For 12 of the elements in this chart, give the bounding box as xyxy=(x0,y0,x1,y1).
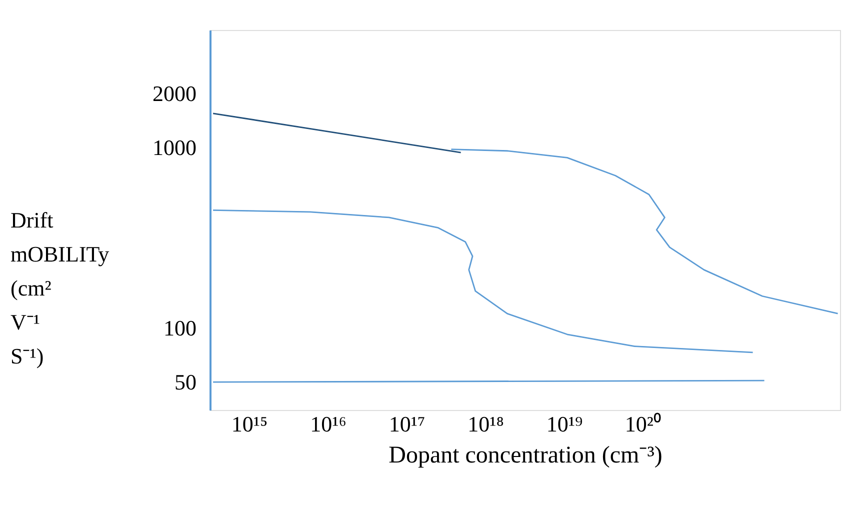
x-tick-label: 10¹⁹ xyxy=(546,412,583,436)
y-tick-label: 1000 xyxy=(152,135,196,160)
y-tick-label: 2000 xyxy=(152,80,196,106)
x-tick-label: 10¹⁸ xyxy=(468,412,504,436)
x-tick-label: 10¹⁵ xyxy=(231,412,268,436)
x-tick-label: 10¹⁷ xyxy=(388,412,426,436)
x-tick-label: 10¹⁶ xyxy=(310,412,346,436)
y-tick-label: 50 xyxy=(174,370,196,395)
y-tick-label: 100 xyxy=(164,315,196,340)
y-axis-title: Drift mOBILITy (cm² V⁻¹ S⁻¹) xyxy=(10,208,110,368)
x-tick-label: 10²⁰ xyxy=(624,412,662,436)
x-axis-title: Dopant concentration (cm⁻³) xyxy=(388,442,662,468)
